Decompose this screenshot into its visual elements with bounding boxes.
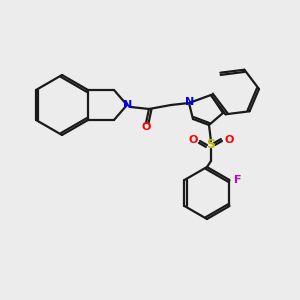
Text: N: N — [123, 100, 133, 110]
Text: O: O — [224, 135, 234, 145]
Text: F: F — [234, 175, 241, 185]
Text: O: O — [141, 122, 151, 132]
Text: N: N — [185, 97, 195, 107]
Text: O: O — [188, 135, 198, 145]
Text: S: S — [206, 139, 215, 152]
